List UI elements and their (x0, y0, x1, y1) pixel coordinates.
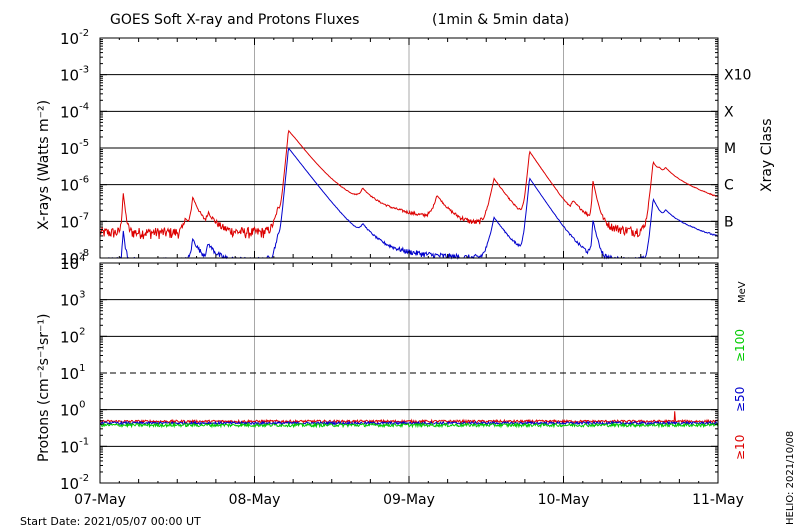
xray-class-label: B (724, 214, 734, 230)
xray-panel: 10-8 10-7 10-6 10-5 10-4 10-3 10-2 B C M X X10 Xray … (36, 28, 775, 268)
legend-unit: MeV (737, 281, 748, 303)
xray-series-1 (99, 147, 719, 260)
x-tick-label: 10-May (538, 492, 590, 508)
right-axis-title: Xray Class (759, 119, 775, 193)
xray-class-label: X10 (724, 68, 751, 84)
y-tick-label: 100 (60, 400, 85, 420)
y-tick-label: 103 (60, 290, 85, 310)
xray-series-0 (99, 129, 718, 240)
xray-class-label: X (724, 104, 734, 120)
proton-axis-title: Protons (cm⁻²s⁻¹sr⁻¹) (36, 314, 52, 463)
y-tick-label: 102 (60, 326, 85, 346)
y-tick-label: 10-5 (60, 138, 89, 158)
xray-class-label: C (724, 178, 734, 194)
x-tick-label: 09-May (383, 492, 435, 508)
chart-title: GOES Soft X-ray and Protons Fluxes (110, 12, 359, 28)
y-tick-label: 10-8 (60, 248, 89, 268)
y-tick-label: 10-7 (60, 211, 89, 231)
x-tick-label: 07-May (74, 492, 126, 508)
y-tick-label: 10-1 (60, 436, 89, 456)
start-date-label: Start Date: 2021/05/07 00:00 UT (20, 515, 201, 528)
proton-series-2 (99, 421, 719, 429)
x-tick-label: 08-May (229, 492, 281, 508)
y-tick-label: 10-6 (60, 175, 89, 195)
y-tick-label: 10-2 (60, 473, 89, 493)
y-tick-label: 104 (60, 253, 85, 273)
y-tick-label: 10-2 (60, 28, 89, 48)
legend-entry: ≥10 (733, 435, 747, 460)
xray-axis-title: X-rays (Watts m⁻²) (36, 100, 52, 230)
y-tick-label: 10-3 (60, 65, 89, 85)
x-tick-label: 11-May (692, 492, 744, 508)
proton-panel: 10-2 10-1 100 101 102 103 104 Protons (cm⁻²s⁻¹s… (36, 253, 748, 493)
y-tick-label: 10-4 (60, 101, 89, 121)
y-tick-label: 101 (60, 363, 85, 383)
helio-credit: HELIO: 2021/10/08 (785, 431, 796, 525)
legend-entry: ≥50 (733, 387, 747, 412)
legend-entry: ≥100 (733, 329, 747, 362)
xray-class-label: M (724, 141, 736, 157)
chart-subtitle: (1min & 5min data) (432, 12, 569, 28)
